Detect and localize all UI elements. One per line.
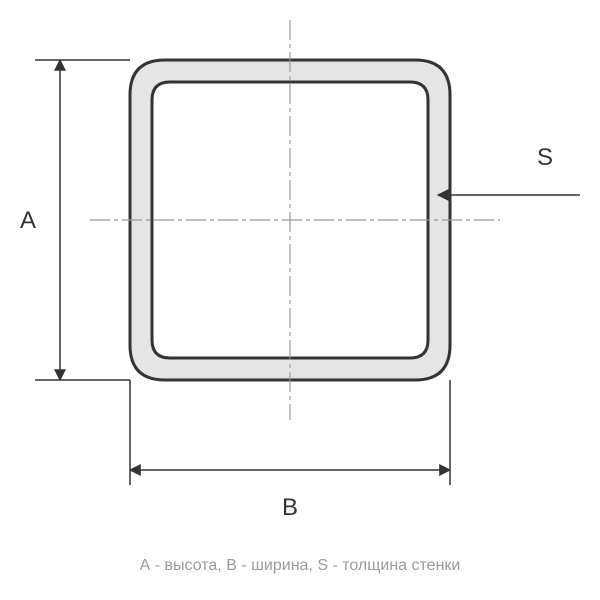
dim-s-label: S: [537, 144, 553, 171]
legend-text: А - высота, В - ширина, S - толщина стен…: [0, 557, 600, 575]
dim-a-label: A: [20, 207, 36, 234]
cross-section-diagram: A B S: [0, 0, 600, 600]
dim-b-label: B: [282, 494, 298, 521]
